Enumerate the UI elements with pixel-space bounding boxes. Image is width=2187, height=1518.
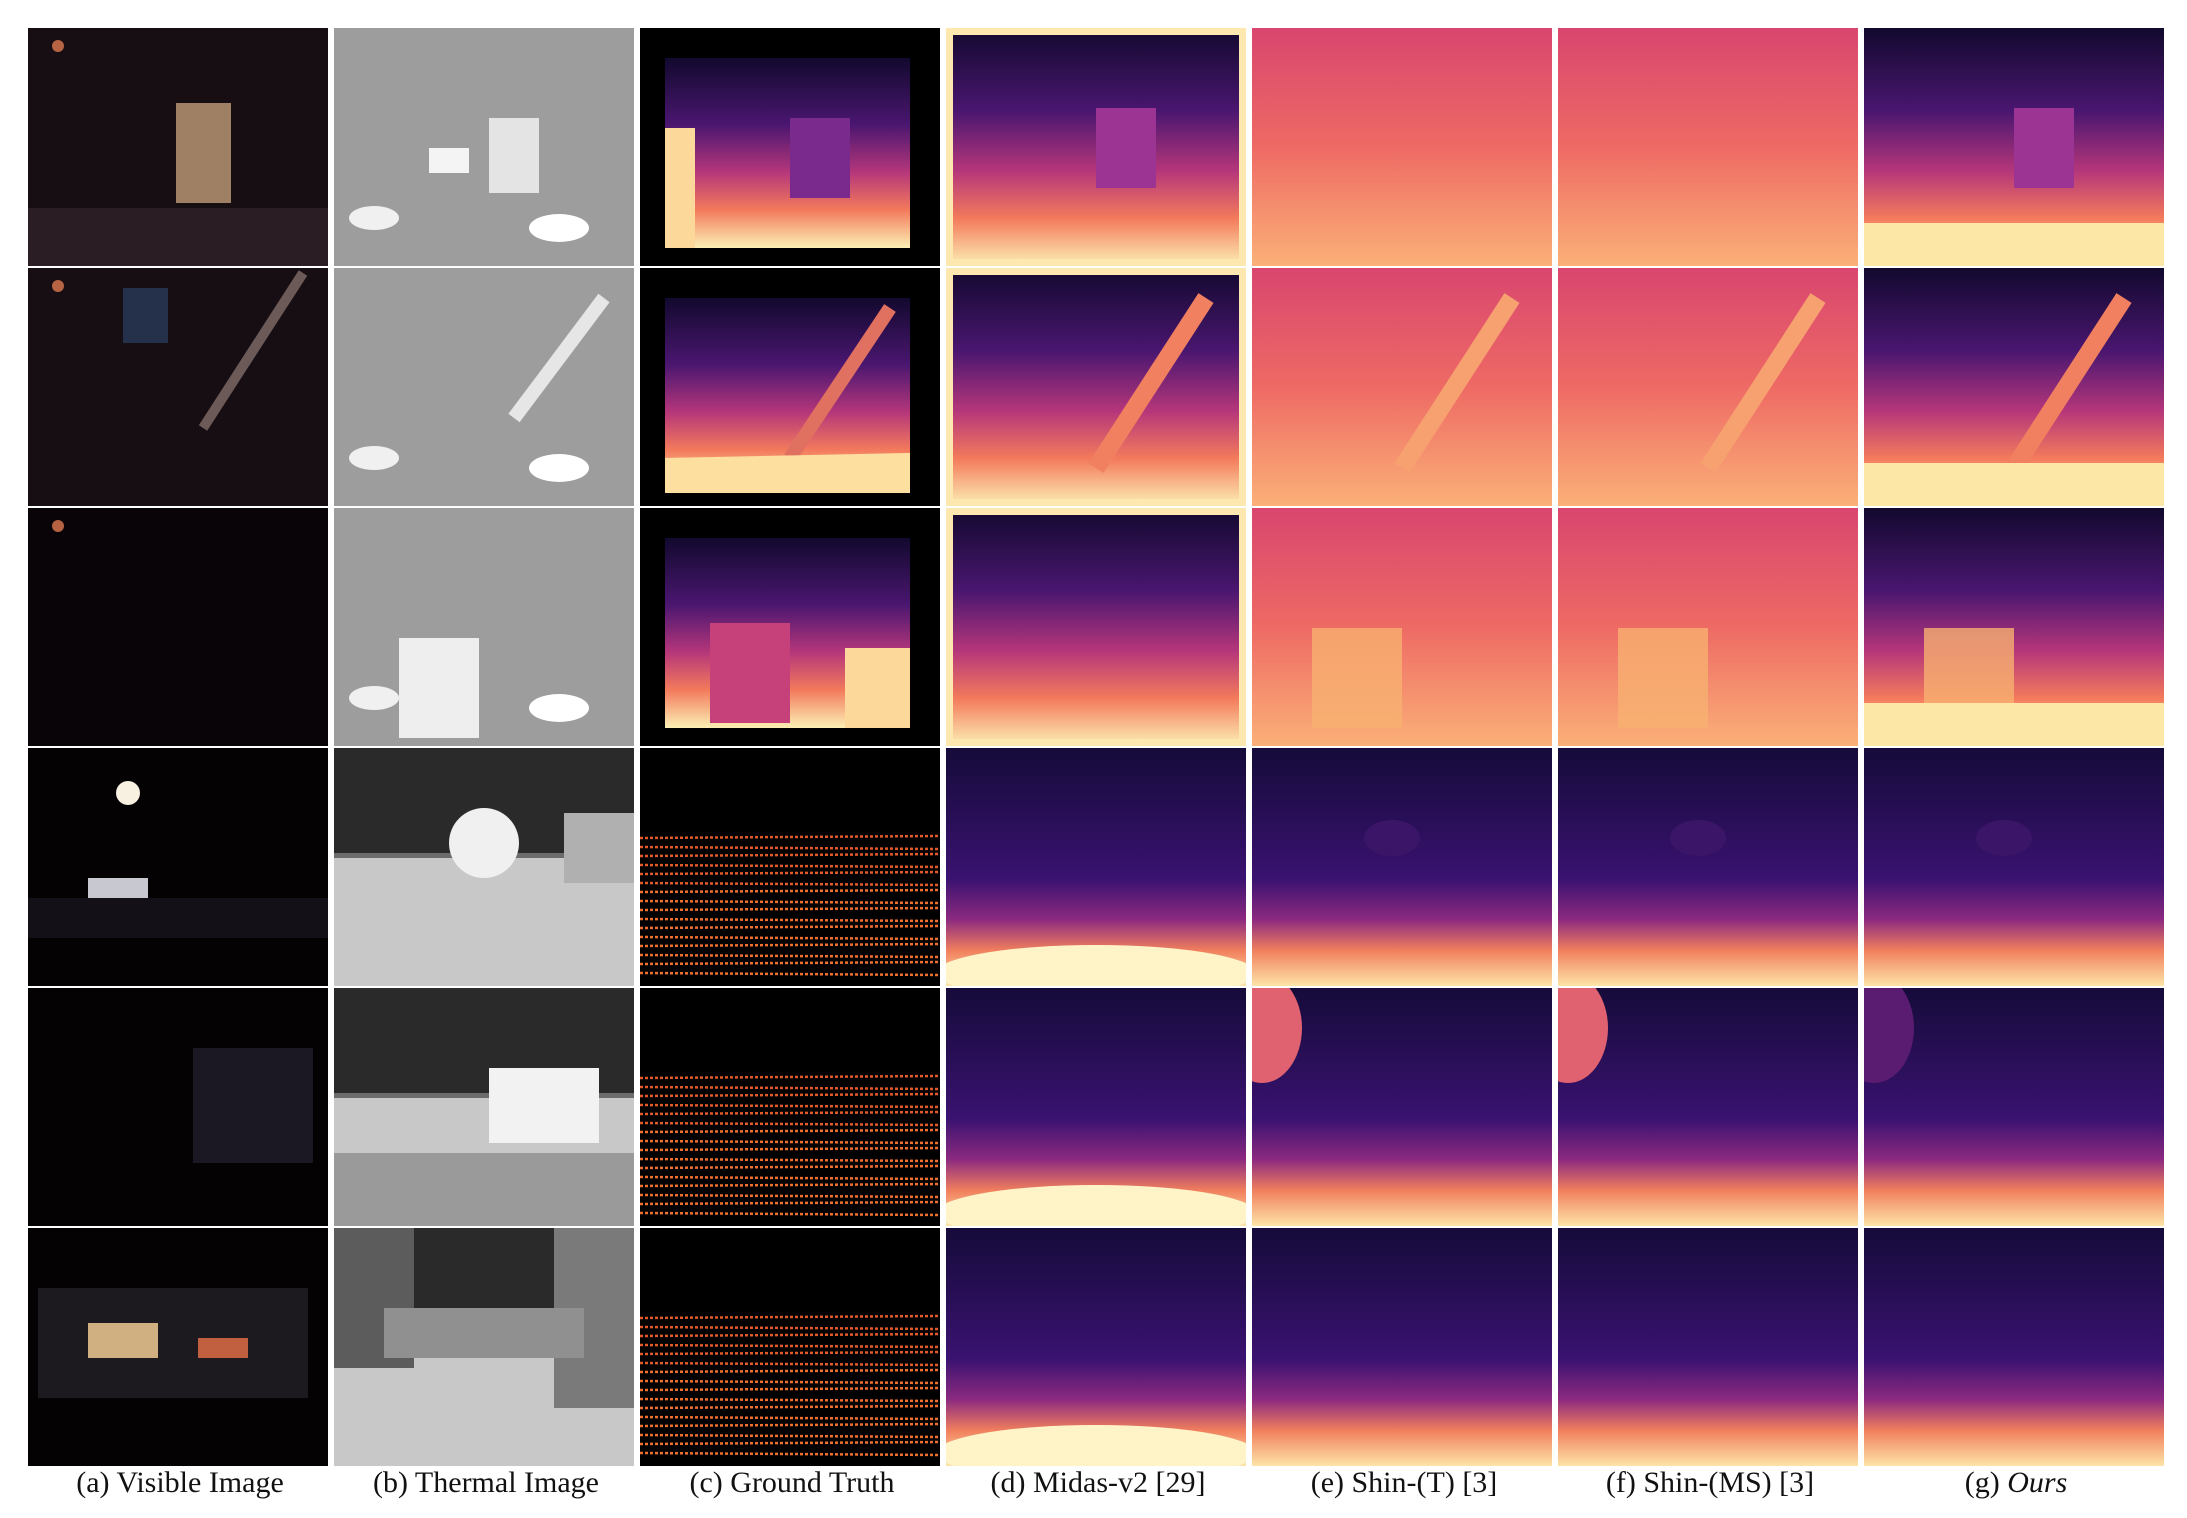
figure-grid bbox=[28, 28, 2184, 1470]
image-thermal-indoor-lab-chair-and-box bbox=[334, 28, 634, 266]
image-visible-indoor-dark-chair-and-shelves bbox=[28, 508, 328, 746]
caption-ours: (g) Ours bbox=[1964, 1466, 2068, 1499]
image-visible-indoor-ladder bbox=[28, 268, 328, 506]
image-midas-outdoor-parking-lot-with-tree bbox=[946, 748, 1246, 986]
image-shin_t-outdoor-parking-lot-with-tree bbox=[1252, 748, 1552, 986]
caption-shin-t: (e) Shin-(T) [3] bbox=[1310, 1466, 1498, 1499]
image-thermal-indoor-dark-chair-and-shelves bbox=[334, 508, 634, 746]
caption-ground-truth: (c) Ground Truth bbox=[689, 1466, 895, 1499]
image-midas-outdoor-campus-road-buildings bbox=[946, 1228, 1246, 1466]
image-shin_t-indoor-dark-chair-and-shelves bbox=[1252, 508, 1552, 746]
image-ours-outdoor-parking-lot-with-tree bbox=[1864, 748, 2164, 986]
image-gt-outdoor-campus-road-buildings bbox=[640, 1228, 940, 1466]
image-midas-indoor-lab-chair-and-box bbox=[946, 28, 1246, 266]
image-gt-indoor-ladder bbox=[640, 268, 940, 506]
image-visible-indoor-lab-chair-and-box bbox=[28, 28, 328, 266]
image-shin_t-indoor-ladder bbox=[1252, 268, 1552, 506]
image-ours-outdoor-campus-road-buildings bbox=[1864, 1228, 2164, 1466]
image-visible-outdoor-campus-road-buildings bbox=[28, 1228, 328, 1466]
image-shin_t-outdoor-campus-road-buildings bbox=[1252, 1228, 1552, 1466]
image-thermal-outdoor-building-and-trees bbox=[334, 988, 634, 1226]
image-shin_ms-indoor-ladder bbox=[1558, 268, 1858, 506]
image-ours-indoor-dark-chair-and-shelves bbox=[1864, 508, 2164, 746]
image-midas-outdoor-building-and-trees bbox=[946, 988, 1246, 1226]
image-shin_t-outdoor-building-and-trees bbox=[1252, 988, 1552, 1226]
image-gt-outdoor-parking-lot-with-tree bbox=[640, 748, 940, 986]
caption-visible-image: (a) Visible Image bbox=[76, 1466, 284, 1499]
image-shin_t-indoor-lab-chair-and-box bbox=[1252, 28, 1552, 266]
image-shin_ms-outdoor-parking-lot-with-tree bbox=[1558, 748, 1858, 986]
image-thermal-outdoor-campus-road-buildings bbox=[334, 1228, 634, 1466]
image-ours-outdoor-building-and-trees bbox=[1864, 988, 2164, 1226]
image-gt-indoor-dark-chair-and-shelves bbox=[640, 508, 940, 746]
image-gt-indoor-lab-chair-and-box bbox=[640, 28, 940, 266]
image-midas-indoor-ladder bbox=[946, 268, 1246, 506]
caption-midas-v2: (d) Midas-v2 [29] bbox=[990, 1466, 1206, 1499]
image-shin_ms-indoor-lab-chair-and-box bbox=[1558, 28, 1858, 266]
image-visible-outdoor-parking-lot-with-tree bbox=[28, 748, 328, 986]
image-shin_ms-outdoor-building-and-trees bbox=[1558, 988, 1858, 1226]
caption-shin-ms: (f) Shin-(MS) [3] bbox=[1605, 1466, 1815, 1499]
image-shin_ms-indoor-dark-chair-and-shelves bbox=[1558, 508, 1858, 746]
image-thermal-indoor-ladder bbox=[334, 268, 634, 506]
image-visible-outdoor-building-and-trees bbox=[28, 988, 328, 1226]
image-ours-indoor-ladder bbox=[1864, 268, 2164, 506]
image-shin_ms-outdoor-campus-road-buildings bbox=[1558, 1228, 1858, 1466]
image-ours-indoor-lab-chair-and-box bbox=[1864, 28, 2164, 266]
caption-thermal-image: (b) Thermal Image bbox=[372, 1466, 599, 1499]
image-thermal-outdoor-parking-lot-with-tree bbox=[334, 748, 634, 986]
image-gt-outdoor-building-and-trees bbox=[640, 988, 940, 1226]
image-midas-indoor-dark-chair-and-shelves bbox=[946, 508, 1246, 746]
